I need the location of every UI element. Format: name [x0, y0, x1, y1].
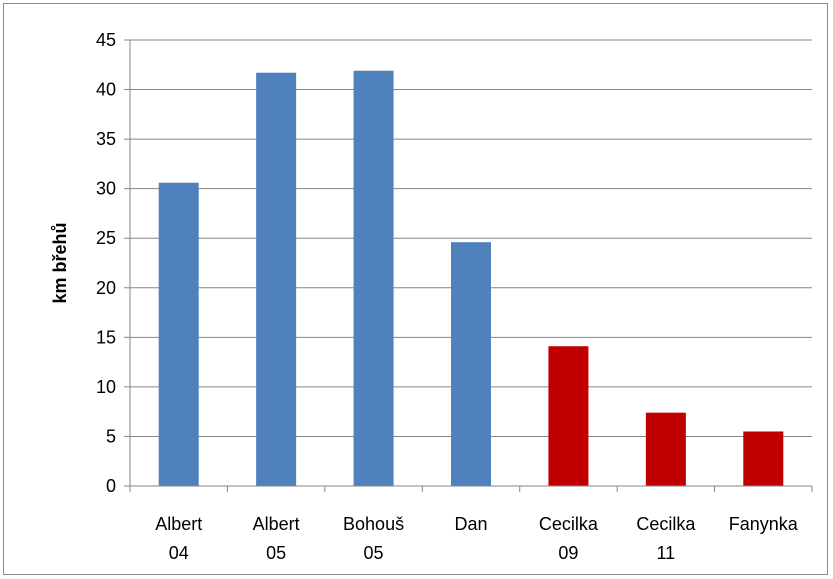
y-tick-label: 5: [106, 426, 116, 446]
bars: [158, 70, 784, 487]
x-tick-label: 11: [657, 543, 676, 563]
y-tick-label: 40: [96, 80, 116, 100]
x-tick-label: Bohouš: [343, 514, 404, 534]
y-tick-label: 30: [96, 179, 116, 199]
x-axis-labels: Albert 04 Albert 05 Bohouš 05 Dan Cecilka 09 Ceci…: [155, 514, 799, 563]
axes: [129, 40, 813, 492]
y-tick-label: 20: [96, 278, 116, 298]
bar: [256, 72, 297, 486]
bar: [548, 346, 589, 486]
x-tick-label: Dan: [454, 514, 487, 534]
x-tick-label: 04: [169, 543, 189, 563]
x-tick-label: Albert: [155, 514, 202, 534]
y-tick-label: 10: [96, 377, 116, 397]
y-tick-label: 25: [96, 228, 116, 248]
y-axis-ticks: 0 5 10 15 20 25 30 35 40 45: [96, 30, 130, 496]
x-tick-label: 05: [266, 543, 286, 563]
x-tick-label: Cecilka: [539, 514, 599, 534]
bar: [743, 431, 784, 486]
x-tick-label: Albert: [253, 514, 300, 534]
y-tick-label: 45: [96, 30, 116, 50]
y-axis-label: km břehů: [50, 222, 70, 303]
x-tick-label: 05: [364, 543, 384, 563]
gridlines: [130, 39, 812, 437]
y-tick-label: 35: [96, 129, 116, 149]
chart-frame: [3, 3, 828, 575]
bar: [645, 412, 686, 486]
x-tick-label: Cecilka: [636, 514, 696, 534]
y-tick-label: 15: [96, 327, 116, 347]
y-tick-label: 0: [106, 476, 116, 496]
bar: [158, 182, 199, 486]
bar: [353, 70, 394, 487]
x-tick-label: Fanynka: [729, 514, 799, 534]
bar: [451, 242, 491, 486]
x-tick-label: 09: [558, 543, 578, 563]
